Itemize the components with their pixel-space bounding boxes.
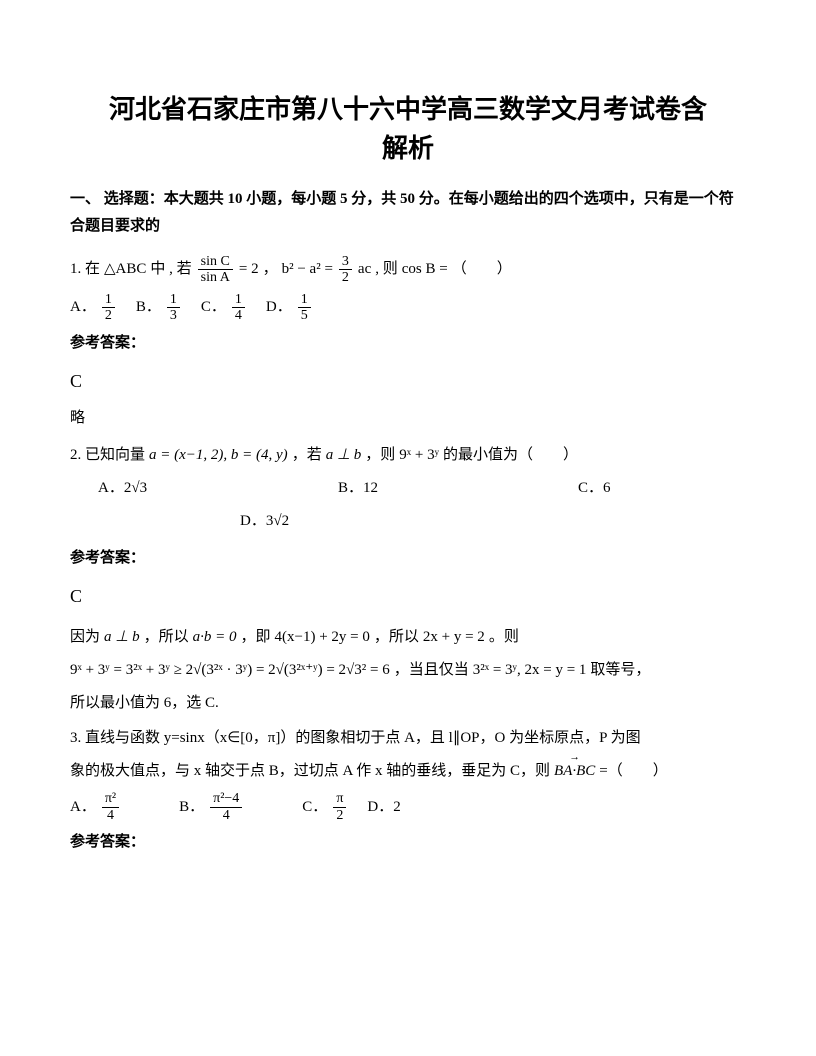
q1-expr2b: ac [358, 256, 371, 283]
q2-perp: a ⊥ b [326, 442, 362, 469]
q1-triangle: △ABC [104, 256, 146, 283]
q1-optB-label: B． [121, 294, 161, 321]
q1-paren: （ ） [452, 256, 512, 283]
q1-answer-header: 参考答案： [70, 330, 746, 357]
q2-mid2: ，则 [365, 442, 395, 469]
q1-frac2: 3 2 [339, 254, 352, 286]
q3-optD-label: D．2 [352, 794, 400, 821]
q2-answer: C [70, 580, 746, 612]
q1-cosb: cos B = [402, 256, 448, 283]
q2-mid1: ，若 [292, 442, 322, 469]
q1-options: A． 1 2 B． 1 3 C． 1 4 D． 1 5 [70, 292, 746, 324]
q1-answer: C [70, 365, 746, 397]
q2-expl-line1: 因为 a ⊥ b ，所以 a·b = 0 ，即 4(x−1) + 2y = 0 … [70, 624, 746, 651]
q1-optA-frac: 1 2 [102, 292, 115, 324]
q3-answer-header: 参考答案： [70, 829, 746, 856]
q1-frac1: sin C sin A [198, 254, 233, 286]
q1-mid1: 中 , 若 [150, 256, 191, 283]
q2-expl-line2: 9ˣ + 3ʸ = 3²ˣ + 3ʸ ≥ 2√(3²ˣ · 3ʸ) = 2√(3… [70, 657, 746, 684]
q3-optC-frac: π 2 [333, 791, 346, 823]
doc-title: 河北省石家庄市第八十六中学高三数学文月考试卷含 解析 [70, 90, 746, 168]
q1-eq1: = 2 [239, 256, 259, 283]
q2-optB: B．12 [338, 475, 578, 502]
q1-optC-label: C． [186, 294, 226, 321]
q1-prefix: 1. 在 [70, 256, 100, 283]
q2-optD: D．3√2 [240, 508, 289, 535]
q3-optB-frac: π²−4 4 [210, 791, 242, 823]
vec-ba-bc: BA·BC [554, 758, 595, 785]
q1-stem: 1. 在 △ABC 中 , 若 sin C sin A = 2 ， b² − a… [70, 254, 746, 286]
section-intro: 一、 选择题：本大题共 10 小题，每小题 5 分，共 50 分。在每小题给出的… [70, 186, 746, 240]
q1-expr2: b² − a² = [282, 256, 333, 283]
q3-options: A． π² 4 B． π²−4 4 C． π 2 D．2 [70, 791, 746, 823]
q3-optA-frac: π² 4 [102, 791, 119, 823]
q1-explain: 略 [70, 405, 746, 432]
q2-stem: 2. 已知向量 a = (x−1, 2), b = (4, y) ，若 a ⊥ … [70, 442, 746, 469]
q2-optC: C．6 [578, 475, 611, 502]
title-line-2: 解析 [70, 129, 746, 168]
q1-optD-label: D． [251, 294, 292, 321]
q3-optA-label: A． [70, 794, 96, 821]
q1-optC-frac: 1 4 [232, 292, 245, 324]
q2-expl-line3: 所以最小值为 6，选 C. [70, 690, 746, 717]
q2-vecs: a = (x−1, 2), b = (4, y) [149, 442, 288, 469]
q2-tail: 的最小值为（ ） [443, 442, 578, 469]
q2-answer-header: 参考答案： [70, 545, 746, 572]
q1-optA-label: A． [70, 294, 96, 321]
q3-optC-label: C． [302, 794, 327, 821]
q2-expr: 9ˣ + 3ʸ [399, 442, 439, 469]
q3-stem-line1: 3. 直线与函数 y=sinx（x∈[0，π]）的图象相切于点 A，且 l∥OP… [70, 725, 746, 752]
q1-comma2: , 则 [375, 256, 398, 283]
title-line-1: 河北省石家庄市第八十六中学高三数学文月考试卷含 [70, 90, 746, 129]
q2-prefix: 2. 已知向量 [70, 442, 145, 469]
q2-optA: A．2√3 [98, 475, 338, 502]
q3-stem-line2: 象的极大值点，与 x 轴交于点 B，过切点 A 作 x 轴的垂线，垂足为 C，则… [70, 758, 746, 785]
q3-optB-label: B． [179, 794, 204, 821]
q2-options-row1: A．2√3 B．12 C．6 [70, 475, 746, 502]
q2-options-row2: D．3√2 [70, 508, 746, 535]
q1-optB-frac: 1 3 [167, 292, 180, 324]
page: 河北省石家庄市第八十六中学高三数学文月考试卷含 解析 一、 选择题：本大题共 1… [0, 0, 816, 896]
q1-optD-frac: 1 5 [298, 292, 311, 324]
q1-comma1: ， [263, 256, 278, 283]
